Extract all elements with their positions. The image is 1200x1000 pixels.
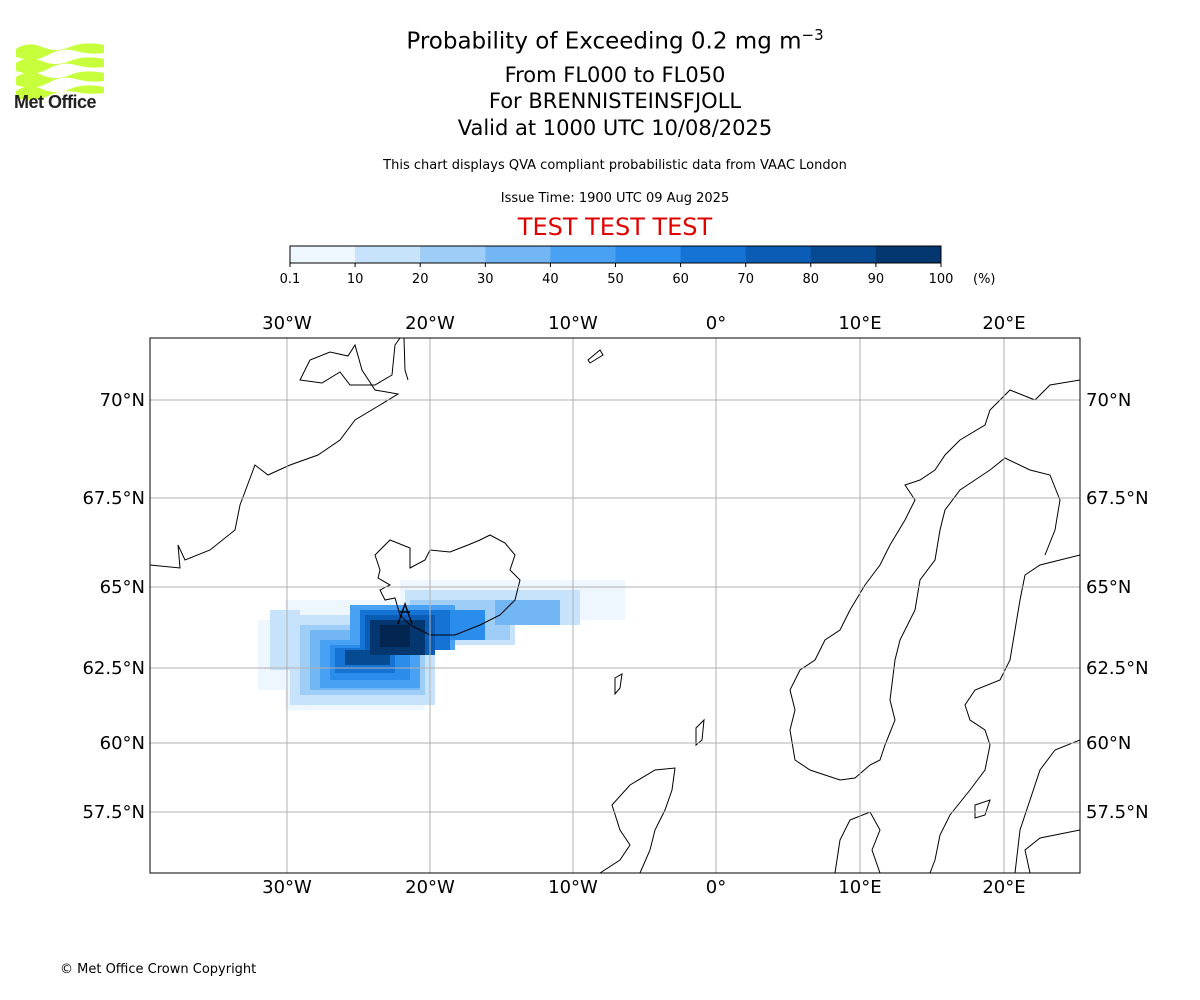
lat-label-right: 60°N (1086, 733, 1131, 754)
lon-label-bottom: 30°W (262, 877, 312, 898)
lat-label-left: 70°N (100, 390, 145, 411)
lon-label-top: 30°W (262, 313, 312, 334)
lat-label-right: 57.5°N (1086, 802, 1149, 823)
title-superscript: −3 (801, 26, 824, 44)
lat-label-left: 67.5°N (82, 488, 145, 509)
lat-label-left: 57.5°N (82, 802, 145, 823)
issue-time: Issue Time: 1900 UTC 09 Aug 2025 (500, 191, 730, 206)
lat-label-right: 65°N (1086, 577, 1131, 598)
subtitle-valid-time: Valid at 1000 UTC 10/08/2025 (457, 116, 773, 140)
lat-label-right: 62.5°N (1086, 658, 1149, 679)
coastlines (150, 338, 1080, 873)
ash-probability-field (258, 580, 625, 710)
lat-label-left: 65°N (100, 577, 145, 598)
map-frame (149, 337, 1081, 874)
logo-text: Met Office (14, 92, 97, 112)
title-main: Probability of Exceeding 0.2 mg m (406, 28, 802, 55)
subtitle-levels: From FL000 to FL050 (504, 63, 726, 87)
lon-label-top: 10°E (838, 313, 881, 334)
lon-label-bottom: 20°W (405, 877, 455, 898)
lon-label-top: 0° (706, 313, 726, 334)
lon-label-top: 20°W (405, 313, 455, 334)
lat-label-right: 70°N (1086, 390, 1131, 411)
lat-label-left: 60°N (100, 733, 145, 754)
lat-label-right: 67.5°N (1086, 488, 1149, 509)
test-banner: TEST TEST TEST (517, 213, 713, 241)
data-source-note: This chart displays QVA compliant probab… (383, 158, 847, 173)
met-office-logo (16, 43, 104, 101)
lon-label-bottom: 20°E (982, 877, 1025, 898)
lon-label-bottom: 0° (706, 877, 726, 898)
lon-label-top: 20°E (982, 313, 1025, 334)
lat-label-left: 62.5°N (82, 658, 145, 679)
volcano-marker (397, 601, 413, 625)
subtitle-volcano: For BRENNISTEINSFJOLL (488, 89, 742, 113)
lon-label-bottom: 10°E (838, 877, 881, 898)
lon-label-top: 10°W (548, 313, 598, 334)
lon-label-bottom: 10°W (548, 877, 598, 898)
copyright-notice: © Met Office Crown Copyright (60, 962, 257, 977)
gridlines (150, 338, 1080, 873)
chart-title: Probability of Exceeding 0.2 mg m−3 (0, 26, 1200, 55)
